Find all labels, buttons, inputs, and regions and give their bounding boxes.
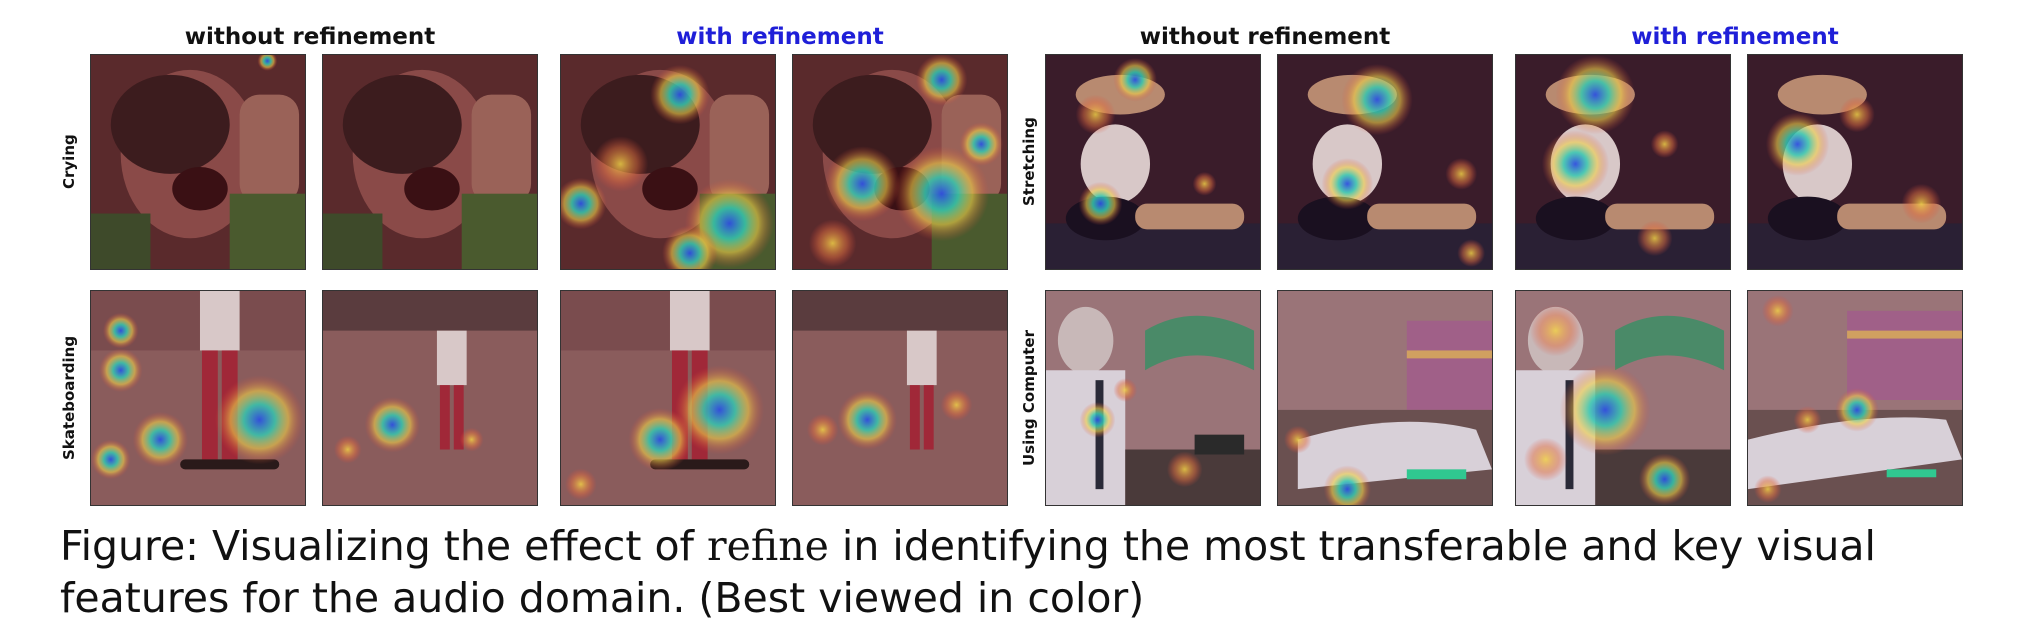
header-without-refinement-left: without refinement [184, 24, 436, 50]
image-crying-without-2 [322, 54, 538, 270]
image-using-computer-with-1 [1515, 290, 1731, 506]
image-using-computer-without-1 [1045, 290, 1261, 506]
caption-prefix: Figure: Visualizing the effect of [60, 522, 707, 570]
header-with-refinement-right: with refinement [1631, 24, 1839, 50]
image-crying-with-1 [560, 54, 776, 270]
caption-keyword: refine [707, 522, 829, 570]
header-without-refinement-right: without refinement [1139, 24, 1391, 50]
image-stretching-with-2 [1747, 54, 1963, 270]
image-crying-without-1 [90, 54, 306, 270]
image-skateboarding-with-2 [792, 290, 1008, 506]
image-using-computer-without-2 [1277, 290, 1493, 506]
image-stretching-without-2 [1277, 54, 1493, 270]
row-label-using-computer: Using Computer [1020, 330, 1038, 466]
figure-caption: Figure: Visualizing the effect of refine… [60, 520, 1980, 624]
image-skateboarding-without-1 [90, 290, 306, 506]
image-stretching-with-1 [1515, 54, 1731, 270]
row-label-stretching: Stretching [1020, 117, 1038, 207]
row-label-skateboarding: Skateboarding [60, 335, 78, 461]
image-skateboarding-with-1 [560, 290, 776, 506]
caption-suffix: in identifying the most transferable and… [60, 522, 1876, 622]
image-using-computer-with-2 [1747, 290, 1963, 506]
image-crying-with-2 [792, 54, 1008, 270]
image-skateboarding-without-2 [322, 290, 538, 506]
row-label-crying: Crying [60, 134, 78, 190]
header-with-refinement-left: with refinement [676, 24, 884, 50]
image-stretching-without-1 [1045, 54, 1261, 270]
